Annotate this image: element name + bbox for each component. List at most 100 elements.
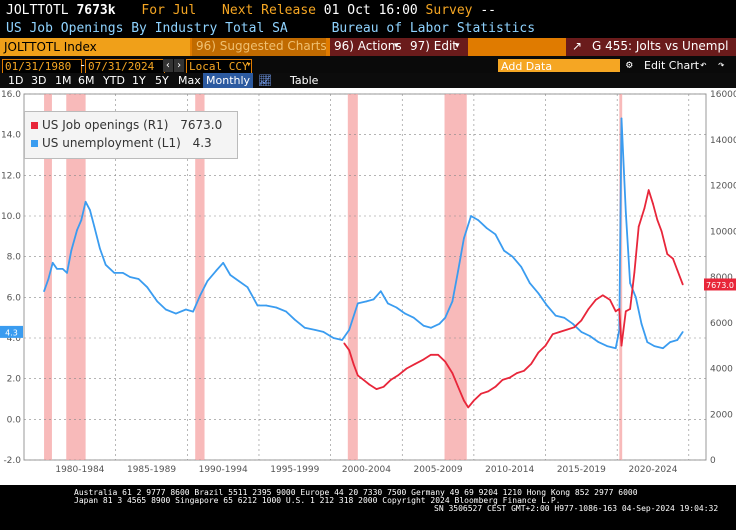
period-5y[interactable]: 5Y	[155, 74, 169, 87]
data-point	[246, 286, 249, 288]
left-value-badge	[0, 325, 23, 338]
data-point	[662, 347, 664, 349]
currency-select[interactable]: Local CCY	[186, 59, 252, 74]
left-tick-label: 14.0	[1, 131, 21, 141]
footer: Australia 61 2 9777 8600 Brazil 5511 239…	[0, 485, 736, 530]
suggested-charts-button[interactable]: 96) Suggested Charts	[196, 39, 327, 53]
data-point	[215, 270, 217, 272]
data-point	[199, 294, 202, 297]
data-point	[563, 316, 565, 319]
undo-icon[interactable]: ↶	[700, 58, 707, 71]
actions-menu[interactable]: 96) Actions	[334, 39, 402, 53]
data-point	[602, 294, 604, 297]
data-point	[451, 300, 454, 303]
data-point	[389, 379, 392, 381]
data-point	[660, 230, 663, 233]
data-point	[51, 261, 54, 264]
source-label: Bureau of Labor Statistics	[331, 21, 536, 36]
data-point	[559, 331, 561, 333]
data-point	[571, 322, 574, 325]
left-tick-label: 12.0	[1, 171, 21, 181]
data-point	[640, 322, 643, 325]
data-point	[597, 341, 600, 343]
end-date-field[interactable]: 07/31/2024	[85, 59, 165, 74]
chart-title-bg	[566, 38, 736, 56]
period-ytd[interactable]: YTD	[103, 74, 125, 87]
suggested-charts-area	[192, 38, 326, 56]
chevron-down-icon[interactable]: ▾	[394, 41, 399, 51]
period-1m[interactable]: 1M	[55, 74, 72, 87]
edit-menu[interactable]: 97) Edit	[410, 39, 458, 53]
x-tick-label: 2020-2024	[628, 465, 677, 475]
data-point	[566, 328, 568, 331]
legend-swatch	[31, 122, 38, 129]
data-point	[676, 339, 679, 341]
data-point	[503, 249, 505, 252]
settings-icon[interactable]: ⚙	[626, 58, 633, 71]
data-point	[129, 276, 131, 278]
right-tick-label: 8000	[710, 273, 733, 283]
legend-item-job-openings[interactable]: US Job openings (R1) 7673.0	[31, 118, 222, 132]
data-point	[275, 306, 277, 309]
redo-icon[interactable]: ↷	[718, 58, 725, 71]
recession-band	[195, 94, 205, 460]
data-point	[594, 299, 597, 301]
chart-legend[interactable]: US Job openings (R1) 7673.0 US unemploym…	[24, 111, 238, 159]
footer-contacts-2: Japan 81 3 4565 8900 Singapore 65 6212 1…	[74, 496, 561, 505]
data-point	[554, 314, 557, 317]
line-chart-icon[interactable]: 📈︎	[258, 74, 272, 87]
recession-band	[347, 94, 358, 460]
chevron-left-icon[interactable]: ‹	[163, 59, 173, 72]
edit-bg	[406, 38, 468, 56]
data-point	[322, 331, 325, 333]
left-tick-label: 8.0	[7, 253, 22, 263]
recession-band	[44, 94, 52, 460]
x-tick-label: 2015-2019	[557, 465, 606, 475]
data-point	[546, 304, 548, 307]
period-6m[interactable]: 6M	[78, 74, 95, 87]
data-point	[647, 189, 650, 191]
security-field[interactable]: JOLTTOTL Index	[0, 38, 190, 56]
period-1y[interactable]: 1Y	[132, 74, 146, 87]
data-point	[332, 337, 335, 339]
data-point	[551, 333, 554, 335]
data-point	[175, 312, 177, 315]
period-3d[interactable]: 3D	[31, 74, 47, 87]
data-point	[516, 372, 518, 374]
data-point	[681, 331, 684, 333]
legend-item-unemployment[interactable]: US unemployment (L1) 4.3	[31, 136, 212, 150]
data-point	[618, 308, 621, 310]
range-separator: -	[79, 58, 87, 72]
data-point	[438, 322, 441, 325]
start-date-field[interactable]: 01/31/1980	[2, 59, 82, 74]
data-point	[463, 399, 465, 402]
ticker[interactable]: JOLTTOTL	[6, 3, 69, 18]
data-point	[314, 329, 316, 331]
edit-chart-button[interactable]: Edit Chart	[644, 59, 700, 72]
data-point	[404, 312, 406, 315]
data-point	[457, 270, 459, 272]
chevron-down-icon[interactable]: ▾	[455, 41, 460, 51]
external-link-icon[interactable]: ↗	[572, 39, 583, 53]
data-point	[444, 316, 447, 319]
data-point	[528, 282, 531, 284]
series-line-us-job-openings[interactable]	[343, 189, 684, 409]
actions-bg	[330, 38, 406, 56]
left-tick-label: 4.0	[7, 334, 22, 344]
data-point	[229, 274, 232, 276]
period-1d[interactable]: 1D	[8, 74, 24, 87]
period-max[interactable]: Max	[178, 74, 201, 87]
table-button[interactable]: Table	[290, 74, 319, 87]
data-point	[341, 339, 343, 341]
data-point	[587, 308, 590, 310]
data-point	[634, 296, 637, 299]
add-data-input[interactable]: Add Data	[498, 59, 620, 73]
legend-value: 4.3	[192, 136, 212, 150]
frequency-select[interactable]: Monthly	[203, 73, 253, 88]
data-point	[352, 363, 355, 365]
data-point	[89, 209, 91, 211]
chevron-down-icon[interactable]: ▾	[246, 60, 252, 70]
chevron-right-icon[interactable]: ›	[174, 59, 184, 72]
data-point	[681, 283, 684, 286]
data-point	[412, 316, 415, 319]
